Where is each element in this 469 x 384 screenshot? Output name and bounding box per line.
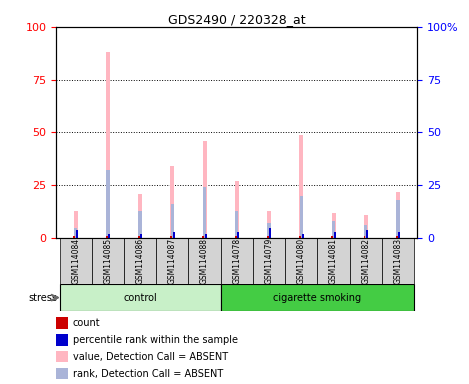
Bar [318,238,350,284]
Text: GSM114078: GSM114078 [232,238,242,284]
Text: GSM114081: GSM114081 [329,238,338,284]
Bar [396,192,400,238]
Text: GSM114083: GSM114083 [393,238,402,284]
Text: GSM114084: GSM114084 [71,238,80,284]
Bar [363,236,365,238]
Bar [56,317,68,329]
Bar [56,334,68,346]
Bar [396,200,400,238]
Text: GSM114086: GSM114086 [136,238,144,284]
Text: percentile rank within the sample: percentile rank within the sample [73,335,238,345]
Bar [56,368,68,379]
Bar [205,234,207,238]
Bar [74,210,77,238]
Bar [267,236,269,238]
Bar [253,238,285,284]
Bar [60,238,92,284]
Bar [171,204,174,238]
Bar [138,236,140,238]
Bar [140,234,143,238]
Bar [267,223,271,238]
Bar [170,166,174,238]
Bar [398,232,401,238]
Text: GSM114088: GSM114088 [200,238,209,284]
Title: GDS2490 / 220328_at: GDS2490 / 220328_at [168,13,306,26]
Bar [364,225,368,238]
Bar [156,238,189,284]
Bar [203,141,206,238]
Bar [173,232,174,238]
Bar [332,221,335,238]
Bar [106,236,107,238]
Bar [285,238,318,284]
Bar [74,227,77,238]
Bar [56,351,68,362]
Bar [138,194,142,238]
Bar [299,236,301,238]
Bar [366,230,368,238]
Text: cigarette smoking: cigarette smoking [273,293,362,303]
Bar [221,238,253,284]
Bar [299,135,303,238]
Bar [202,236,204,238]
Bar [60,284,221,311]
Text: stress: stress [28,293,57,303]
Text: GSM114079: GSM114079 [265,238,273,284]
Bar [73,236,76,238]
Bar [332,213,335,238]
Bar [302,234,303,238]
Bar [235,181,239,238]
Bar [396,236,398,238]
Text: rank, Detection Call = ABSENT: rank, Detection Call = ABSENT [73,369,223,379]
Bar [350,238,382,284]
Bar [382,238,414,284]
Bar [106,52,110,238]
Bar [331,236,333,238]
Bar [267,210,271,238]
Text: GSM114087: GSM114087 [168,238,177,284]
Bar [170,236,172,238]
Bar [76,230,78,238]
Text: GSM114082: GSM114082 [361,238,371,284]
Bar [237,232,239,238]
Text: count: count [73,318,100,328]
Bar [203,187,206,238]
Text: value, Detection Call = ABSENT: value, Detection Call = ABSENT [73,352,228,362]
Bar [138,210,142,238]
Bar [108,234,110,238]
Text: GSM114080: GSM114080 [297,238,306,284]
Bar [92,238,124,284]
Text: GSM114085: GSM114085 [103,238,113,284]
Bar [235,210,239,238]
Bar [189,238,221,284]
Bar [300,196,303,238]
Bar [221,284,414,311]
Bar [334,232,336,238]
Bar [106,170,110,238]
Text: control: control [123,293,157,303]
Bar [124,238,156,284]
Bar [269,227,272,238]
Bar [364,215,368,238]
Bar [234,236,236,238]
